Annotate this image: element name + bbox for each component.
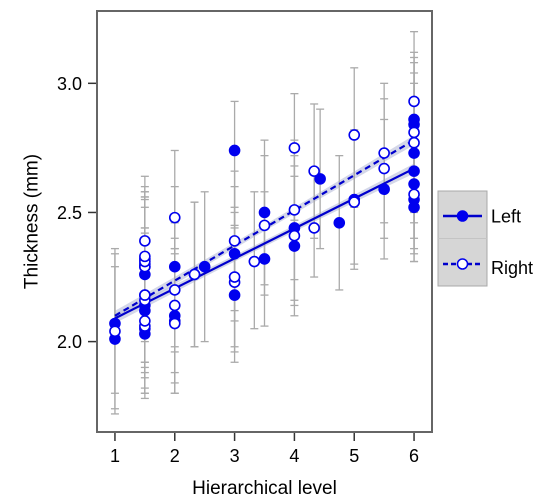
point-right <box>308 165 320 177</box>
point-right <box>378 147 390 159</box>
x-tick-label: 4 <box>289 446 299 466</box>
x-tick-label: 2 <box>170 446 180 466</box>
point-left <box>198 260 211 273</box>
point-right <box>258 219 271 232</box>
point-left <box>408 147 420 159</box>
fit-line-left <box>114 167 415 320</box>
legend-right-marker <box>456 258 469 270</box>
point-left <box>168 260 181 273</box>
point-left <box>228 247 241 260</box>
y-axis-label: Thickness (mm) <box>22 154 43 289</box>
point-right <box>139 235 151 247</box>
point-left <box>258 253 271 265</box>
x-tick-label: 3 <box>230 446 240 466</box>
point-right <box>228 271 241 283</box>
point-right <box>188 268 201 281</box>
point-right <box>139 289 151 301</box>
y-tick-label: 2.5 <box>57 203 82 223</box>
plot-frame <box>96 10 433 433</box>
x-tick-label: 5 <box>349 446 359 466</box>
point-right <box>408 126 420 139</box>
point-right <box>139 315 151 327</box>
y-tick-label: 2.0 <box>57 332 82 352</box>
point-right <box>288 204 301 216</box>
point-right <box>348 129 361 141</box>
point-left <box>408 178 420 190</box>
point-right <box>168 299 181 312</box>
point-right <box>139 250 151 263</box>
point-right <box>408 136 420 149</box>
point-left <box>408 113 420 126</box>
point-left <box>258 206 271 219</box>
point-left <box>378 183 390 196</box>
x-axis-label: Hierarchical level <box>192 478 337 499</box>
legend: Left Right <box>437 190 533 287</box>
data-points <box>109 95 420 345</box>
point-right <box>109 325 121 338</box>
point-right <box>308 222 320 234</box>
point-right <box>168 211 181 224</box>
point-right <box>168 317 181 330</box>
legend-left-marker <box>456 210 469 222</box>
legend-right-label: Right <box>491 258 533 278</box>
point-right <box>228 235 241 247</box>
y-tick-label: 3.0 <box>57 74 82 94</box>
point-right <box>408 188 420 201</box>
x-tick-label: 6 <box>409 446 419 466</box>
axes: 1 2 3 4 5 6 2.0 2.5 3.0 <box>57 74 419 466</box>
point-right <box>408 95 420 108</box>
point-right <box>248 255 261 268</box>
x-tick-label: 1 <box>110 446 120 466</box>
point-right <box>288 229 301 242</box>
point-left <box>408 165 420 177</box>
point-left <box>314 173 326 185</box>
point-left <box>333 216 346 229</box>
point-left <box>228 289 241 301</box>
legend-left-label: Left <box>491 207 521 227</box>
point-right <box>288 142 301 154</box>
point-right <box>378 162 390 175</box>
point-left <box>288 240 301 252</box>
point-right <box>348 196 361 208</box>
point-left <box>228 144 241 157</box>
error-bar-right <box>290 93 299 221</box>
point-right <box>168 284 181 296</box>
